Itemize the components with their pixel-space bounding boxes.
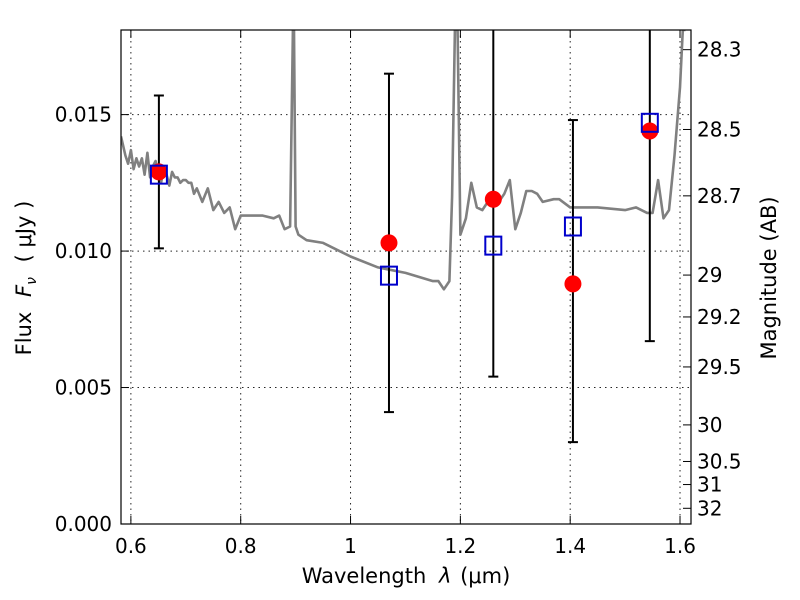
- x-tick-label: 1.2: [444, 534, 476, 558]
- x-tick-labels: 0.6 0.8 1 1.2 1.4 1.6: [115, 534, 696, 558]
- y2-tick-label: 32: [697, 496, 722, 520]
- y-tick-label: 0.005: [55, 376, 112, 400]
- y-tick-label: 0.000: [55, 512, 112, 536]
- plot-frame: [120, 29, 692, 525]
- y-tick-labels: 0.000 0.005 0.010 0.015: [55, 103, 112, 536]
- y2-tick-label: 29.5: [697, 355, 742, 379]
- tick-marks: [121, 30, 691, 525]
- y2-tick-label: 28.3: [697, 38, 742, 62]
- x-tick-label: 1.4: [554, 534, 586, 558]
- model-photometry-point: [563, 216, 582, 237]
- y-tick-label: 0.015: [55, 103, 112, 127]
- y2-tick-label: 31: [697, 473, 722, 497]
- x-axis-title: Wavelength λ (μm): [302, 564, 511, 588]
- model-photometry-layer: [149, 112, 659, 286]
- x-tick-label: 0.6: [115, 534, 147, 558]
- observed-flux-point: [564, 275, 582, 293]
- observed-flux-point: [380, 234, 398, 252]
- y2-tick-label: 28.7: [697, 184, 742, 208]
- x-tick-label: 1.6: [664, 534, 696, 558]
- x-tick-label: 1: [344, 534, 357, 558]
- y2-tick-label: 30: [697, 413, 722, 437]
- observed-flux-point: [484, 190, 502, 208]
- model-spectrum-line: [121, 30, 686, 291]
- y2-tick-label: 29.2: [697, 305, 742, 329]
- model-photometry-point: [640, 112, 659, 133]
- model-spectrum-layer: [121, 30, 686, 291]
- y-axis-title: Flux Fν ( μJy ): [12, 201, 41, 356]
- y2-axis-title: Magnitude (AB): [757, 196, 781, 359]
- x-tick-label: 0.8: [225, 534, 257, 558]
- model-photometry-point: [484, 235, 503, 256]
- y2-tick-label: 28.5: [697, 117, 742, 141]
- model-photometry-point: [149, 164, 168, 185]
- grid: [121, 30, 691, 524]
- y2-tick-label: 29: [697, 263, 722, 287]
- y-tick-label: 0.010: [55, 239, 112, 263]
- model-photometry-point: [379, 265, 398, 286]
- y2-tick-label: 30.5: [697, 449, 742, 473]
